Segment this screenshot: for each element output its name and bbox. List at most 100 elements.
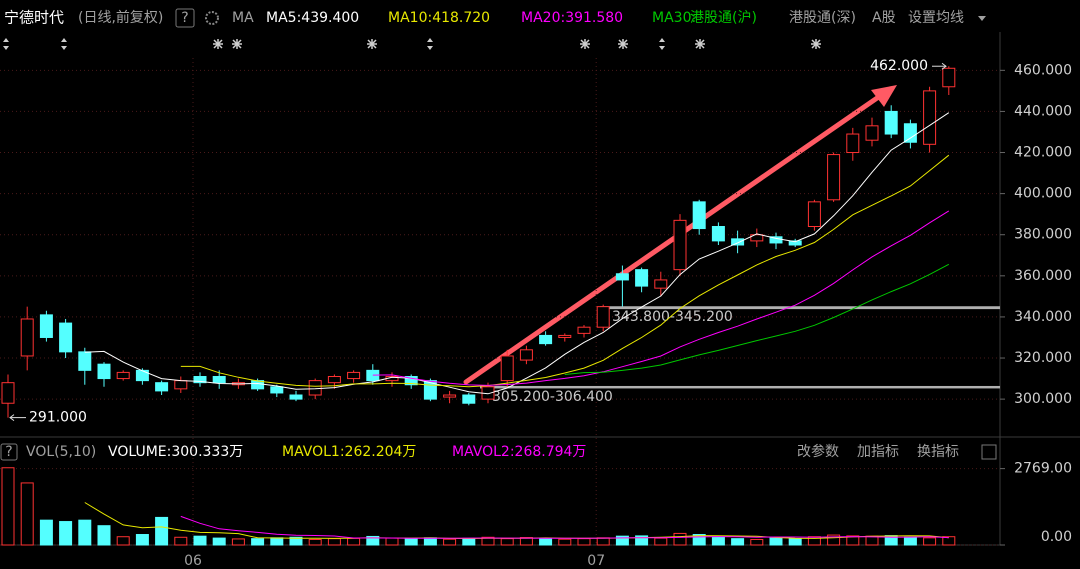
volume-bar [769, 537, 783, 546]
candle-body [500, 355, 514, 382]
volume-bar [596, 537, 610, 546]
tool-button[interactable]: 加指标 [857, 444, 899, 460]
tool-button[interactable]: 换指标 [917, 443, 959, 460]
settings-icon[interactable] [205, 11, 219, 25]
event-icon [811, 39, 821, 49]
volume-bar [155, 516, 169, 546]
volume-bar [865, 535, 879, 546]
volume-current: VOLUME:300.333万 [108, 444, 243, 460]
ma-label: MA [232, 10, 254, 26]
legend-entry: MA10:418.720 [388, 10, 490, 26]
indicator-title: VOL(5,10) [26, 444, 96, 460]
volume-bar [558, 538, 572, 546]
candle-body [654, 279, 668, 289]
volume-bar [711, 536, 725, 546]
candle-body [155, 382, 169, 392]
volume-bar [788, 538, 802, 546]
event-icon [232, 39, 242, 49]
candle-body [462, 394, 476, 404]
volume-bar [903, 536, 917, 546]
link[interactable]: A股 [872, 10, 896, 26]
help-box[interactable] [0, 443, 18, 461]
candle-body [78, 351, 92, 371]
volume-bar [20, 482, 34, 546]
y-tick-label: 0.00 [1041, 529, 1072, 545]
candle-body [903, 123, 917, 143]
candle-body [404, 376, 418, 386]
help-icon[interactable]: ? [5, 444, 12, 460]
volume-bar [404, 538, 418, 546]
event-icon [580, 39, 590, 49]
candle-body [711, 226, 725, 242]
volume-bar [462, 537, 476, 546]
y-tick-label: 300.000 [1014, 391, 1072, 407]
link[interactable]: 设置均线 [908, 10, 964, 26]
gap-band [600, 306, 1000, 310]
volume-bar [174, 536, 188, 546]
legend-entry: MA5:439.400 [266, 10, 359, 26]
volume-bar [577, 538, 591, 546]
volume-bar [308, 538, 322, 546]
gap-label: 343.800-345.200 [612, 309, 733, 325]
tool-button[interactable]: 改参数 [797, 443, 839, 460]
volume-bar [443, 538, 457, 546]
candle-body [116, 371, 130, 380]
close-box[interactable] [981, 444, 997, 460]
trend-arrow [463, 93, 883, 385]
ma-line [372, 210, 950, 386]
volume-bar [116, 536, 130, 546]
volume-bar [519, 537, 533, 546]
period-label[interactable]: (日线,前复权) [78, 9, 163, 26]
y-tick-label: 400.000 [1014, 186, 1072, 202]
volume-bar [1, 467, 15, 546]
candle-body [577, 326, 591, 334]
event-icon [659, 46, 665, 50]
candle-body [289, 394, 303, 400]
candle-body [846, 133, 860, 154]
volume-bar [327, 538, 341, 546]
candle-body [443, 394, 457, 398]
y-tick-label: 420.000 [1014, 145, 1072, 161]
volume-bar [615, 535, 629, 546]
candle-body [788, 240, 802, 246]
volume-bar [347, 537, 361, 546]
x-tick-label: 07 [587, 553, 605, 569]
gap-label: 305.200-306.400 [492, 389, 613, 405]
candle-body [519, 349, 533, 361]
candle-body [596, 306, 610, 328]
volume-bar [212, 537, 226, 546]
help-box[interactable] [175, 8, 195, 28]
help-icon[interactable]: ? [181, 10, 188, 26]
link[interactable]: 港股通(深) [789, 10, 856, 26]
event-icon [61, 38, 67, 42]
y-tick-label: 440.000 [1014, 103, 1072, 119]
volume-bar [539, 537, 553, 546]
candle-body [731, 238, 745, 246]
volume-bar [289, 536, 303, 546]
dropdown-arrow[interactable] [978, 16, 986, 21]
gap-band [480, 385, 1000, 389]
event-icon [427, 46, 433, 50]
volume-bar [366, 535, 380, 546]
candle-body [673, 219, 687, 271]
y-tick-label: 380.000 [1014, 227, 1072, 243]
low-pointer-head [9, 414, 15, 422]
volume-bar [692, 534, 706, 546]
candle-body [615, 273, 629, 281]
high-label: 462.000 [870, 58, 928, 74]
candle-body [558, 334, 572, 338]
event-icon [618, 39, 628, 49]
volume-bar [78, 519, 92, 546]
ma-line [180, 515, 949, 539]
link[interactable]: 港股通(沪) [690, 10, 757, 26]
candle-body [539, 334, 553, 345]
y-tick-label: 360.000 [1014, 268, 1072, 284]
candle-body [807, 201, 821, 228]
legend-entry: MA20:391.580 [521, 10, 623, 26]
candle-body [942, 67, 956, 88]
candle-body [884, 110, 898, 135]
volume-bar [942, 536, 956, 546]
ma-line [84, 112, 950, 395]
